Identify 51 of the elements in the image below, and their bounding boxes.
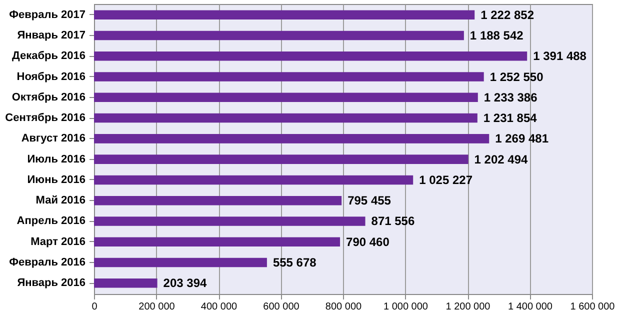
x-tick-label: 0 xyxy=(92,302,98,312)
bar xyxy=(94,196,342,206)
bar xyxy=(94,134,490,144)
x-tick-label: 1 600 000 xyxy=(570,302,616,312)
data-label: 1 231 854 xyxy=(483,111,538,126)
y-tick-label: Май 2016 xyxy=(36,194,86,207)
data-label: 1 391 488 xyxy=(533,49,587,64)
bar xyxy=(94,258,267,268)
x-tick-label: 200 000 xyxy=(138,302,176,312)
data-label: 1 025 227 xyxy=(419,172,473,187)
x-tick-label: 1 400 000 xyxy=(508,302,553,312)
bar xyxy=(94,113,478,123)
x-tick-label: 400 000 xyxy=(200,302,238,312)
y-tick-label: Ноябрь 2016 xyxy=(16,70,86,83)
data-label: 1 202 494 xyxy=(474,152,528,166)
data-label: 1 222 852 xyxy=(480,8,534,22)
bar xyxy=(94,237,340,247)
y-tick-label: Январь 2017 xyxy=(17,29,86,42)
y-tick-label: Март 2016 xyxy=(30,236,86,248)
y-tick-label: Июнь 2016 xyxy=(27,174,86,186)
y-tick-label: Апрель 2016 xyxy=(16,215,86,228)
x-tick-label: 1 000 000 xyxy=(384,302,428,312)
data-label: 795 455 xyxy=(348,194,392,208)
bar xyxy=(94,216,366,226)
y-tick-label: Февраль 2017 xyxy=(9,8,86,21)
data-label: 555 678 xyxy=(272,256,317,270)
bar xyxy=(94,278,158,288)
bar xyxy=(94,10,475,20)
y-tick-label: Сентябрь 2016 xyxy=(5,112,86,124)
y-tick-label: Январь 2016 xyxy=(17,277,86,290)
data-label: 871 556 xyxy=(371,214,415,228)
bar xyxy=(94,51,528,61)
data-label: 790 460 xyxy=(346,234,390,249)
data-label: 1 269 481 xyxy=(495,132,549,146)
bar xyxy=(94,175,414,185)
bar xyxy=(94,92,478,102)
data-label: 1 252 550 xyxy=(490,70,544,84)
data-label: 1 233 386 xyxy=(484,90,538,104)
x-tick-label: 600 000 xyxy=(263,302,300,312)
y-tick-label: Июль 2016 xyxy=(27,153,86,166)
x-tick-label: 800 000 xyxy=(325,302,362,312)
y-tick-label: Февраль 2016 xyxy=(9,256,86,269)
x-tick-label: 1 200 000 xyxy=(446,302,491,312)
data-label: 1 188 542 xyxy=(470,28,524,42)
data-label: 203 394 xyxy=(163,276,208,290)
bar xyxy=(94,72,484,82)
bar xyxy=(94,30,464,40)
y-tick-label: Октябрь 2016 xyxy=(12,91,86,104)
y-tick-label: Декабрь 2016 xyxy=(12,50,86,62)
y-tick-label: Август 2016 xyxy=(21,132,86,145)
bar xyxy=(94,154,468,164)
